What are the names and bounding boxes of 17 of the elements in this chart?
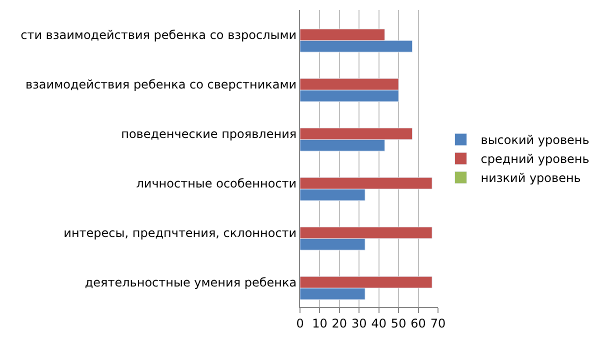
x-tick-label: 40 — [371, 316, 386, 330]
y-tick-label: поведенческие проявления — [121, 126, 297, 141]
legend-label: средний уровень — [480, 152, 590, 166]
y-tick-label: интересы, предпчтения, склонности — [64, 226, 297, 240]
x-tick-label: 30 — [352, 316, 367, 330]
y-tick-label: деятельностные умения ребенка — [84, 275, 297, 290]
x-tick-label: 20 — [332, 316, 348, 330]
x-tick-label: 70 — [430, 316, 446, 330]
y-tick-label: личностные особенности — [136, 176, 297, 190]
legend-label: высокий уровень — [480, 133, 590, 148]
x-tick-label: 50 — [390, 316, 406, 330]
x-tick-label: 60 — [410, 316, 426, 330]
legend-label: низкий уровень — [480, 171, 581, 186]
y-tick-label: взаимодействия ребенка со сверстниками — [25, 77, 297, 92]
x-tick-label: 0 — [296, 316, 304, 330]
x-tick-label: 10 — [312, 316, 328, 330]
y-tick-label: сти взаимодействия ребенка со взрослыми — [20, 28, 297, 42]
